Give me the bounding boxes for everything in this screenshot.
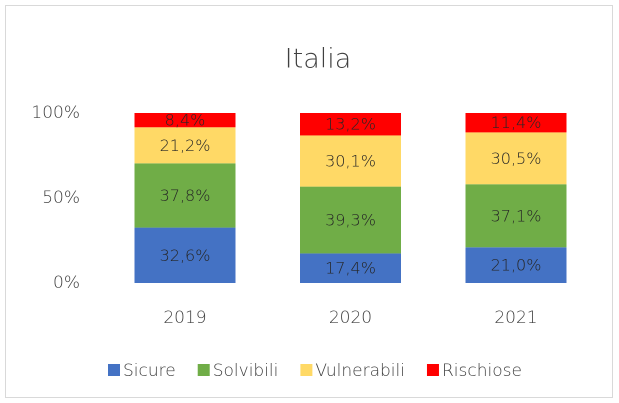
- data-label: 30,5%: [491, 149, 542, 168]
- legend-label: Sicure: [123, 361, 176, 381]
- bar-segment: [300, 253, 401, 283]
- bar-segment: [134, 163, 236, 228]
- data-label: 8,4%: [165, 111, 206, 130]
- y-tick-label: 50%: [42, 188, 80, 208]
- bar-segment: [465, 132, 567, 185]
- y-tick-label: 0%: [53, 273, 80, 293]
- chart-title: Italia: [285, 44, 352, 75]
- data-label: 13,2%: [325, 115, 376, 134]
- bar-segment: [465, 184, 567, 248]
- x-tick-label: 2021: [494, 308, 537, 328]
- legend-label: Solvibili: [213, 361, 279, 381]
- legend-swatch: [300, 364, 313, 376]
- legend-swatch: [108, 364, 120, 376]
- data-label: 21,2%: [160, 136, 211, 155]
- data-label: 39,3%: [325, 211, 376, 230]
- bar-segment: [134, 227, 236, 283]
- data-label: 37,8%: [160, 186, 211, 205]
- data-label: 32,6%: [160, 246, 211, 265]
- x-tick-label: 2020: [329, 308, 372, 328]
- bar-segment: [300, 186, 401, 254]
- legend-swatch: [426, 364, 439, 376]
- bar-segment: [465, 113, 567, 133]
- legend-label: Rischiose: [442, 361, 522, 381]
- data-label: 21,0%: [491, 256, 542, 275]
- bar-segment: [300, 135, 401, 187]
- bar-segment: [134, 113, 236, 128]
- legend-swatch: [197, 364, 210, 376]
- x-tick-label: 2019: [163, 308, 206, 328]
- data-label: 11,4%: [491, 113, 542, 132]
- data-label: 37,1%: [491, 206, 542, 225]
- bar-segment: [300, 113, 401, 136]
- y-tick-label: 100%: [31, 103, 80, 123]
- bar-segment: [134, 127, 236, 164]
- data-label: 30,1%: [325, 152, 376, 171]
- data-label: 17,4%: [325, 259, 376, 278]
- legend-label: Vulnerabili: [315, 361, 405, 381]
- bar-segment: [465, 247, 567, 283]
